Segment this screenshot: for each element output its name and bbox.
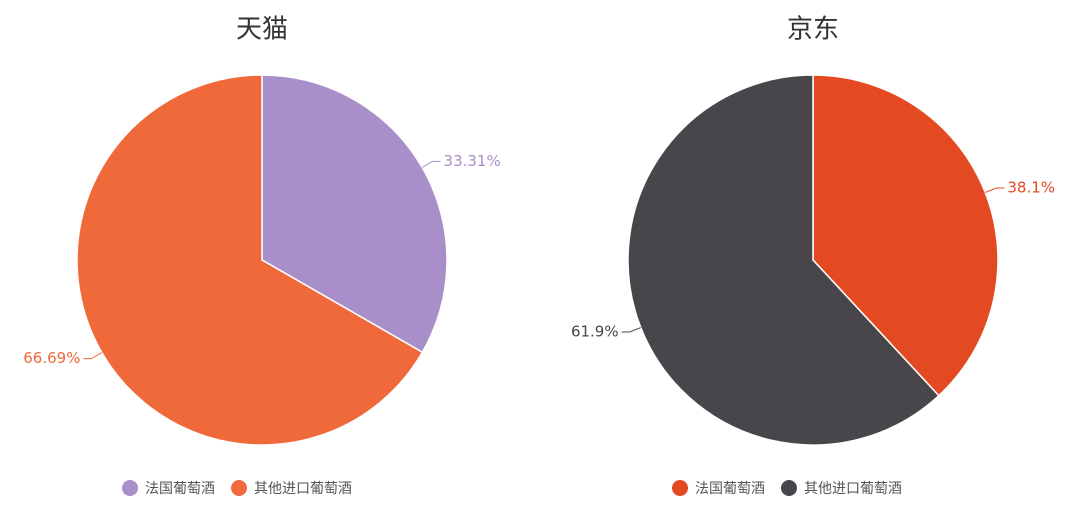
legend-marker <box>231 480 247 496</box>
legend-label: 法国葡萄酒 <box>695 481 765 497</box>
data-label: 33.31% <box>444 152 501 170</box>
legend-label: 其他进口葡萄酒 <box>254 481 352 497</box>
legend-label: 法国葡萄酒 <box>145 481 215 497</box>
leader-line <box>621 327 641 333</box>
legend-marker <box>122 480 138 496</box>
leader-line <box>83 352 103 360</box>
pie-slice <box>261 74 448 354</box>
data-label: 61.9% <box>571 322 619 340</box>
data-label: 66.69% <box>23 349 80 367</box>
chart-title: 天猫 <box>236 15 288 45</box>
leader-line <box>421 160 441 168</box>
legend-label: 其他进口葡萄酒 <box>804 481 902 497</box>
legend-marker <box>781 480 797 496</box>
leader-line <box>985 187 1005 193</box>
chart-title: 京东 <box>787 15 839 45</box>
legend-marker <box>672 480 688 496</box>
pie-slice <box>812 74 999 397</box>
data-label: 38.1% <box>1007 179 1055 197</box>
pie-slice <box>76 74 424 446</box>
